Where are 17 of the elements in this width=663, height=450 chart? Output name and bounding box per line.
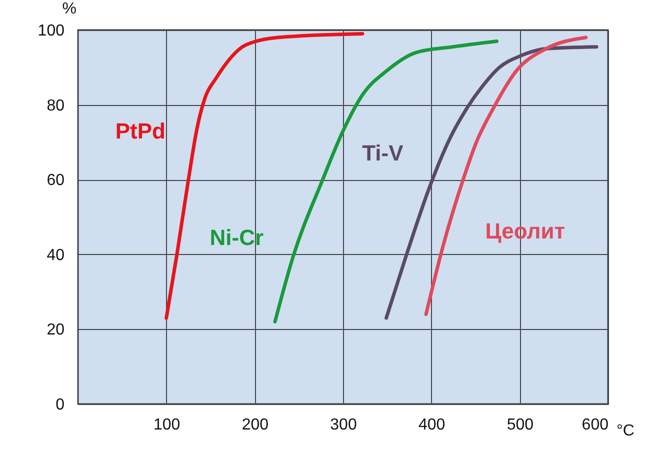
x-tick-label: 100 bbox=[153, 416, 180, 434]
y-tick-label: 0 bbox=[56, 396, 65, 414]
series-label: PtPd bbox=[115, 118, 166, 144]
x-tick-label: 200 bbox=[242, 416, 269, 434]
y-tick-label: 60 bbox=[46, 172, 65, 190]
x-tick-label: 500 bbox=[506, 416, 534, 434]
y-tick-label: 20 bbox=[46, 322, 65, 339]
x-tick-label: 400 bbox=[418, 416, 446, 434]
x-tick-label: 600 bbox=[582, 416, 609, 434]
series-label: Ti-V bbox=[362, 140, 404, 166]
y-tick-label: 40 bbox=[46, 246, 65, 264]
line-series bbox=[424, 36, 588, 316]
y-tick-label: 80 bbox=[46, 97, 65, 114]
y-axis-title: % bbox=[62, 0, 76, 18]
x-axis-title: °C bbox=[616, 422, 634, 440]
x-tick-label: 300 bbox=[330, 416, 357, 434]
y-tick-label: 100 bbox=[38, 22, 65, 40]
